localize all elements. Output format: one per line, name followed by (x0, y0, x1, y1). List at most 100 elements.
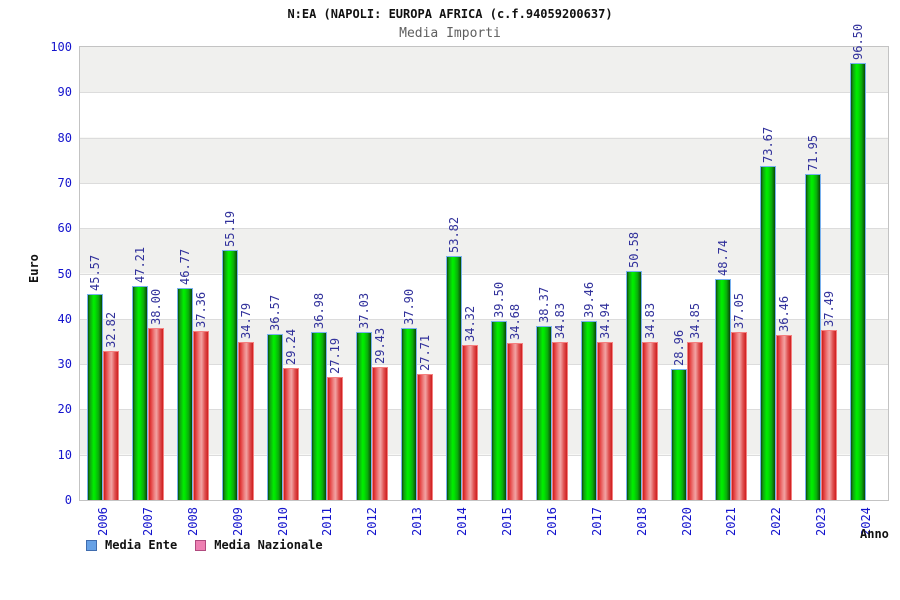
bar-media-nazionale-2010 (282, 367, 299, 500)
bar-media-nazionale-2006 (103, 351, 119, 500)
y-tick-label: 40 (57, 311, 72, 326)
bar-value-label: 36.46 (777, 295, 792, 332)
y-tick-label: 50 (57, 266, 72, 281)
bar-media-ente-2014 (446, 256, 463, 500)
bar-value-label: 34.79 (238, 303, 253, 340)
chart-subtitle: Media Importi (399, 26, 501, 41)
bar-media-nazionale-2023 (821, 330, 838, 500)
bar-media-ente-2017 (580, 321, 597, 500)
x-tick-label: 2013 (410, 507, 425, 536)
y-tick-label: 80 (57, 130, 72, 145)
bar-media-nazionale-2017 (596, 341, 613, 500)
x-tick-label: 2008 (185, 507, 200, 536)
x-tick-label: 2007 (140, 507, 155, 536)
x-axis-title: Anno (860, 527, 889, 541)
x-tick-label: 2006 (96, 507, 110, 536)
gridline (80, 454, 888, 456)
bar-value-label: 55.19 (222, 210, 237, 247)
bar-value-label: 50.58 (626, 231, 641, 268)
bar-value-label: 27.19 (328, 337, 343, 374)
bar-value-label: 36.57 (267, 295, 282, 332)
bar-media-nazionale-2016 (551, 342, 568, 500)
bar-value-label: 34.32 (463, 305, 478, 342)
bar-media-ente-2022 (760, 166, 777, 500)
bar-value-label: 47.21 (132, 247, 147, 284)
x-tick-label: 2017 (589, 507, 604, 536)
bar-media-nazionale-2009 (237, 342, 254, 500)
bar-media-ente-2012 (356, 332, 373, 500)
y-tick-label: 100 (50, 40, 72, 54)
bar-media-nazionale-2007 (147, 327, 164, 500)
y-tick-label: 90 (57, 85, 72, 100)
bar-media-nazionale-2018 (641, 342, 658, 500)
bar-value-label: 34.83 (642, 303, 657, 340)
bar-value-label: 34.94 (597, 302, 612, 339)
bar-value-label: 37.05 (732, 293, 747, 330)
legend-item-media-nazionale: Media Nazionale (195, 538, 323, 552)
bar-media-ente-2016 (535, 326, 552, 500)
bar-value-label: 37.36 (193, 291, 208, 328)
bar-media-nazionale-2015 (507, 342, 523, 500)
media-ente-legend-swatch (86, 539, 97, 551)
gridline (80, 228, 888, 230)
bar-media-nazionale-2013 (417, 374, 434, 500)
x-tick-label: 2014 (455, 507, 470, 536)
bar-media-ente-2021 (715, 279, 732, 500)
x-tick-label: 2016 (544, 507, 559, 536)
y-tick-label: 10 (57, 447, 72, 462)
bar-value-label: 34.83 (552, 303, 567, 340)
bar-value-label: 45.57 (88, 254, 102, 291)
legend-label-media-nazionale: Media Nazionale (214, 538, 323, 552)
bar-media-ente-2011 (311, 332, 328, 500)
x-tick-label: 2015 (500, 507, 514, 536)
bar-value-label: 37.49 (822, 291, 837, 328)
bar-media-ente-2020 (670, 368, 687, 500)
bar-value-label: 32.82 (104, 312, 118, 349)
media-nazionale-legend-swatch (195, 539, 207, 551)
bar-value-label: 34.85 (687, 303, 702, 340)
gridline (80, 409, 888, 411)
bar-value-label: 48.74 (716, 240, 731, 277)
gridline (80, 137, 888, 139)
y-tick-label: 60 (57, 221, 72, 236)
bar-value-label: 96.50 (851, 23, 866, 60)
bar-media-ente-2013 (401, 328, 418, 500)
y-tick-label: 20 (57, 402, 72, 417)
bar-media-ente-2010 (266, 334, 283, 500)
bar-value-label: 73.67 (761, 127, 776, 164)
bar-media-ente-2006 (87, 293, 103, 500)
bar-value-label: 36.98 (312, 293, 327, 330)
bar-value-label: 71.95 (806, 134, 821, 172)
x-tick-label: 2020 (679, 507, 694, 536)
bar-value-label: 29.43 (373, 327, 388, 364)
bar-media-nazionale-2012 (372, 366, 389, 500)
gridline (80, 364, 888, 366)
y-tick-label: 30 (57, 357, 72, 372)
bar-media-ente-2024 (850, 62, 867, 500)
bar-value-label: 46.77 (177, 249, 192, 286)
bar-value-label: 37.03 (357, 293, 372, 330)
bar-value-label: 38.00 (148, 288, 163, 325)
bar-value-label: 53.82 (447, 217, 462, 254)
x-tick-label: 2018 (634, 507, 649, 536)
bar-media-ente-2018 (625, 270, 642, 500)
bar-value-label: 27.71 (418, 335, 433, 372)
bar-value-label: 34.68 (508, 303, 522, 340)
y-tick-label: 0 (64, 493, 72, 507)
bar-media-nazionale-2021 (731, 332, 748, 500)
bar-media-nazionale-2020 (686, 342, 703, 500)
bar-media-ente-2009 (221, 249, 238, 500)
x-tick-label: 2021 (724, 507, 739, 536)
x-tick-label: 2022 (769, 507, 784, 536)
bar-media-ente-2008 (176, 288, 193, 500)
x-tick-label: 2009 (230, 507, 245, 536)
bar-media-nazionale-2008 (192, 330, 209, 500)
bar-media-ente-2007 (131, 286, 148, 500)
bar-media-ente-2015 (491, 321, 507, 500)
bar-media-nazionale-2022 (776, 334, 793, 500)
bar-media-ente-2023 (805, 174, 822, 500)
bar-value-label: 38.37 (536, 287, 551, 324)
legend: Media Ente Media Nazionale (86, 537, 323, 553)
bar-value-label: 39.46 (581, 282, 596, 319)
